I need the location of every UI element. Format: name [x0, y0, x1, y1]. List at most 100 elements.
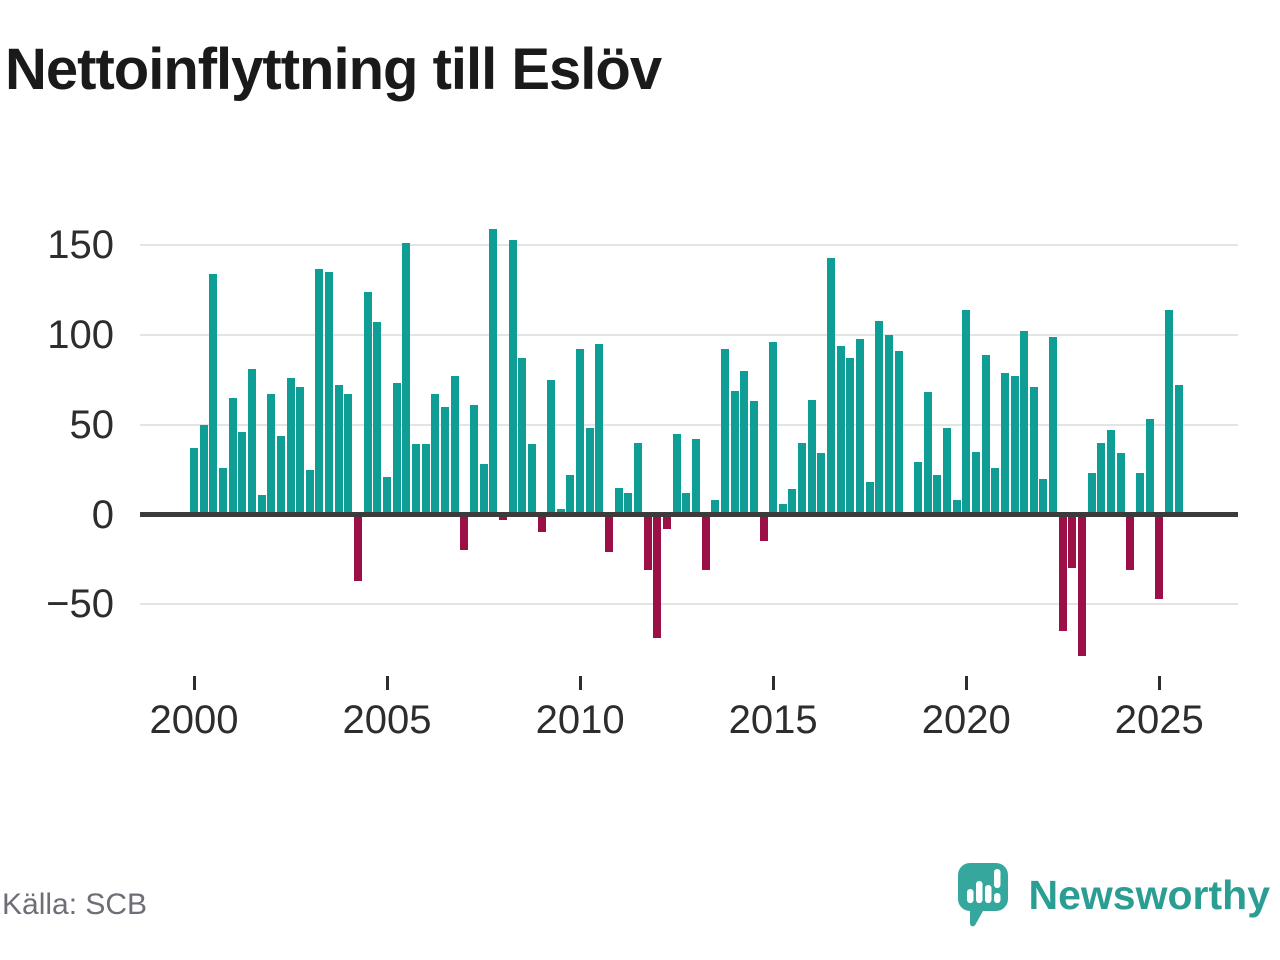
bar-2008-q1: [498, 514, 507, 520]
bar-2021-q4: [1029, 387, 1038, 515]
bar-2012-q3: [672, 433, 681, 515]
bar-2006-q4: [450, 376, 459, 515]
bar-2006-q3: [440, 406, 449, 515]
bar-2025-q3: [1174, 385, 1183, 515]
x-axis-tick-2005: [385, 676, 389, 690]
x-axis-label-2000: 2000: [149, 698, 239, 742]
bar-2004-q1: [344, 394, 353, 515]
bar-2010-q1: [576, 349, 585, 515]
y-axis-label-150: 150: [47, 223, 114, 268]
newsworthy-wordmark: Newsworthy: [1028, 871, 1271, 918]
bar-2012-q1: [653, 514, 662, 639]
bar-2017-q1: [846, 358, 855, 515]
y-axis-label-100: 100: [47, 313, 114, 357]
x-axis-label-2015: 2015: [728, 698, 818, 742]
bar-2004-q4: [373, 322, 382, 515]
bar-2014-q2: [740, 370, 749, 515]
bar-2023-q4: [1107, 430, 1116, 515]
bar-2013-q2: [701, 514, 710, 571]
bar-2009-q2: [547, 379, 556, 515]
bar-2020-q2: [971, 451, 980, 515]
x-axis-label-2025: 2025: [1114, 698, 1204, 742]
bar-2010-q3: [595, 343, 604, 515]
y-axis-label--50: −50: [46, 582, 114, 627]
bar-2003-q1: [305, 469, 314, 515]
bar-2005-q2: [392, 383, 401, 515]
bar-2001-q3: [247, 369, 256, 515]
bar-2011-q4: [643, 514, 652, 571]
bar-2015-q1: [769, 342, 778, 515]
bar-2016-q4: [836, 345, 845, 515]
bar-2000-q1: [190, 448, 198, 515]
bar-2015-q4: [798, 442, 807, 515]
bar-2025-q2: [1164, 309, 1173, 515]
bar-2010-q2: [585, 428, 594, 515]
bar-2022-q3: [1058, 514, 1067, 632]
bar-2007-q4: [489, 229, 498, 515]
bar-2017-q2: [856, 338, 865, 515]
bar-2003-q2: [315, 268, 324, 515]
bar-2011-q3: [634, 442, 643, 515]
bar-2020-q4: [991, 467, 1000, 515]
bar-2022-q2: [1049, 336, 1058, 515]
bar-2019-q4: [952, 500, 961, 515]
y-axis-label-0: 0: [91, 492, 114, 537]
bar-2013-q1: [691, 439, 700, 515]
gridline-100: [140, 334, 1238, 336]
bar-2001-q4: [257, 494, 266, 515]
bar-2011-q2: [624, 492, 633, 515]
bar-2001-q1: [228, 397, 237, 515]
bar-2020-q3: [981, 354, 990, 515]
bar-2022-q4: [1068, 514, 1077, 569]
bar-2017-q3: [865, 482, 874, 515]
bar-2015-q3: [788, 489, 797, 515]
bar-2016-q1: [807, 399, 816, 515]
bar-2006-q2: [431, 394, 440, 515]
bar-2009-q4: [566, 475, 575, 515]
x-axis-tick-2025: [1157, 676, 1161, 690]
bar-2024-q4: [1145, 419, 1154, 515]
bar-2019-q1: [923, 392, 932, 515]
bar-2002-q3: [286, 378, 295, 515]
bar-2010-q4: [605, 514, 614, 553]
bar-2004-q2: [354, 514, 363, 581]
bar-2002-q1: [267, 394, 276, 515]
bar-2009-q3: [556, 509, 565, 515]
bar-2000-q2: [199, 424, 208, 515]
zero-baseline: [140, 512, 1238, 517]
bar-2012-q2: [662, 514, 671, 529]
bar-2007-q3: [479, 464, 488, 515]
bar-2008-q3: [518, 358, 527, 515]
bar-2011-q1: [614, 487, 623, 515]
bar-2018-q1: [885, 335, 894, 515]
bar-2021-q2: [1010, 376, 1019, 515]
gridline-150: [140, 244, 1238, 247]
bar-2003-q4: [334, 385, 343, 515]
bar-2024-q3: [1135, 473, 1144, 515]
bar-2018-q2: [894, 351, 903, 515]
bar-2023-q1: [1078, 514, 1087, 657]
bar-2001-q2: [238, 431, 247, 515]
x-axis-label-2020: 2020: [921, 698, 1011, 742]
bar-2014-q3: [749, 401, 758, 515]
bar-2009-q1: [537, 514, 546, 533]
bar-2021-q3: [1020, 331, 1029, 515]
bar-2003-q3: [325, 272, 334, 515]
bar-2016-q3: [827, 257, 836, 515]
bar-2014-q1: [730, 390, 739, 515]
source-credit: Källa: SCB: [2, 888, 148, 921]
bar-2024-q1: [1116, 453, 1125, 515]
bar-2014-q4: [759, 514, 768, 542]
bar-2006-q1: [421, 444, 430, 515]
newsworthy-branding: Newsworthy: [957, 862, 1271, 928]
bar-2004-q3: [363, 291, 372, 515]
bar-2020-q1: [962, 309, 971, 515]
x-axis-tick-2020: [964, 676, 968, 690]
bar-2018-q4: [913, 462, 922, 515]
bar-2024-q2: [1126, 514, 1135, 571]
bar-2002-q4: [296, 387, 305, 515]
bar-2017-q4: [875, 320, 884, 515]
bar-2013-q4: [720, 349, 729, 515]
bar-2007-q1: [460, 514, 469, 551]
